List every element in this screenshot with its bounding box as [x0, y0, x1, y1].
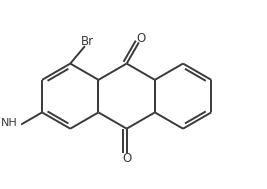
Text: Br: Br — [81, 35, 94, 48]
Text: O: O — [137, 32, 146, 45]
Text: O: O — [122, 153, 131, 165]
Text: NH: NH — [1, 118, 18, 128]
